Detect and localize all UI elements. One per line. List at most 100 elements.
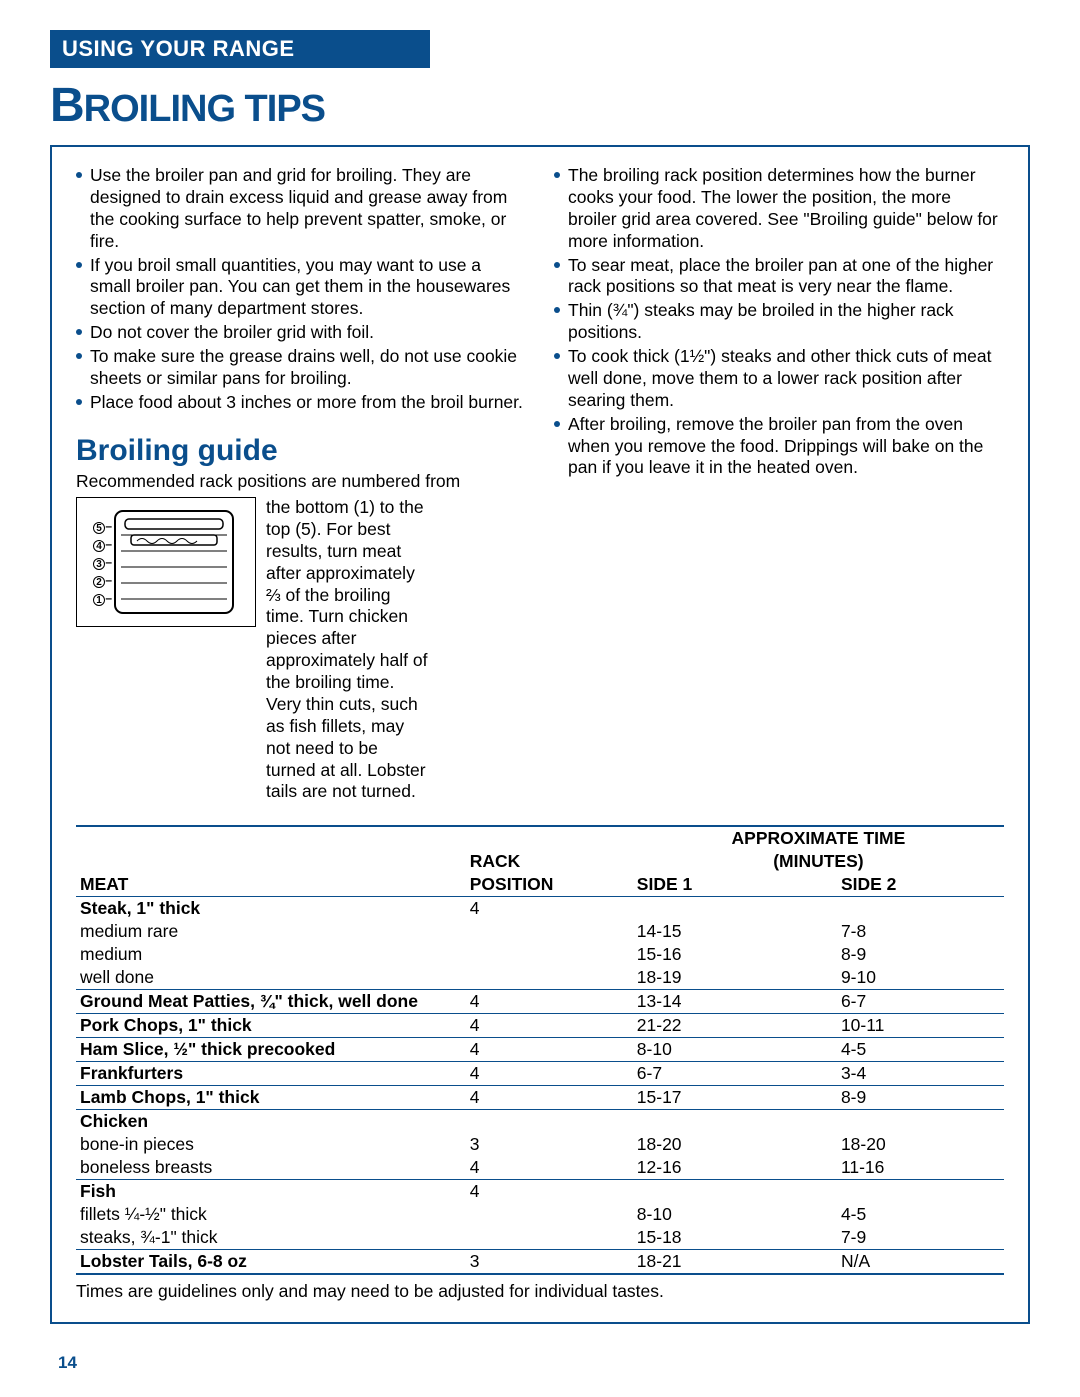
cell-rack <box>466 920 633 943</box>
cell-rack: 4 <box>466 1156 633 1180</box>
rack-label-2: 2 <box>93 576 105 588</box>
cell-meat: Ground Meat Patties, ¾" thick, well done <box>76 990 466 1014</box>
cell-side2 <box>837 897 1004 921</box>
guide-body-text: the bottom (1) to the top (5). For best … <box>266 497 431 803</box>
th-rack: RACK <box>466 850 633 873</box>
cell-side2: 3-4 <box>837 1062 1004 1086</box>
cell-side2: 4-5 <box>837 1203 1004 1226</box>
cell-meat: Frankfurters <box>76 1062 466 1086</box>
cell-rack <box>466 1110 633 1134</box>
table-row: bone-in pieces318-2018-20 <box>76 1133 1004 1156</box>
table-row: fillets ¼-½" thick 8-104-5 <box>76 1203 1004 1226</box>
cell-meat: steaks, ¾-1" thick <box>76 1226 466 1250</box>
tip-item: Thin (¾") steaks may be broiled in the h… <box>554 300 1004 344</box>
cell-rack: 4 <box>466 1014 633 1038</box>
page-title: BROILING TIPS <box>50 78 1030 133</box>
table-row: Lobster Tails, 6-8 oz318-21N/A <box>76 1250 1004 1275</box>
table-row: Steak, 1" thick4 <box>76 897 1004 921</box>
cell-side2: 10-11 <box>837 1014 1004 1038</box>
cell-meat: Steak, 1" thick <box>76 897 466 921</box>
cell-side1: 8-10 <box>633 1038 837 1062</box>
cell-rack <box>466 1203 633 1226</box>
rack-label-3: 3 <box>93 558 105 570</box>
cell-meat: Pork Chops, 1" thick <box>76 1014 466 1038</box>
cell-rack: 3 <box>466 1133 633 1156</box>
table-row: Frankfurters46-73-4 <box>76 1062 1004 1086</box>
cell-side2: 4-5 <box>837 1038 1004 1062</box>
cell-side2: 18-20 <box>837 1133 1004 1156</box>
cell-side2: 6-7 <box>837 990 1004 1014</box>
tip-item: The broiling rack position determines ho… <box>554 165 1004 253</box>
cell-rack: 4 <box>466 1062 633 1086</box>
broiling-guide-heading: Broiling guide <box>76 432 526 470</box>
tip-item: To make sure the grease drains well, do … <box>76 346 526 390</box>
cell-side2: N/A <box>837 1250 1004 1275</box>
rack-labels: 54321 <box>93 518 105 606</box>
cell-side1 <box>633 1180 837 1204</box>
cell-meat: medium <box>76 943 466 966</box>
section-tag: USING YOUR RANGE <box>50 30 430 68</box>
cell-side1: 18-19 <box>633 966 837 990</box>
cell-side2: 9-10 <box>837 966 1004 990</box>
cell-side1: 12-16 <box>633 1156 837 1180</box>
cell-meat: bone-in pieces <box>76 1133 466 1156</box>
cell-meat: Fish <box>76 1180 466 1204</box>
tip-item: To cook thick (1½") steaks and other thi… <box>554 346 1004 412</box>
cell-meat: medium rare <box>76 920 466 943</box>
tip-item: Use the broiler pan and grid for broilin… <box>76 165 526 253</box>
cell-side1: 21-22 <box>633 1014 837 1038</box>
cell-side2: 8-9 <box>837 943 1004 966</box>
rack-label-1: 1 <box>93 594 105 606</box>
cell-meat: Lamb Chops, 1" thick <box>76 1086 466 1110</box>
table-row: well done 18-199-10 <box>76 966 1004 990</box>
tip-item: Place food about 3 inches or more from t… <box>76 392 526 414</box>
cell-side1: 15-17 <box>633 1086 837 1110</box>
title-first-letter: B <box>50 79 84 132</box>
cell-side1: 13-14 <box>633 990 837 1014</box>
table-row: steaks, ¾-1" thick 15-187-9 <box>76 1226 1004 1250</box>
table-row: Lamb Chops, 1" thick415-178-9 <box>76 1086 1004 1110</box>
cell-rack <box>466 966 633 990</box>
cell-side1: 18-21 <box>633 1250 837 1275</box>
th-minutes: (MINUTES) <box>633 850 1004 873</box>
cell-side2 <box>837 1110 1004 1134</box>
cell-rack: 4 <box>466 1180 633 1204</box>
page-number: 14 <box>58 1353 77 1373</box>
table-row: Ground Meat Patties, ¾" thick, well done… <box>76 990 1004 1014</box>
cell-side1: 8-10 <box>633 1203 837 1226</box>
cell-side1 <box>633 1110 837 1134</box>
tips-right-list: The broiling rack position determines ho… <box>554 165 1004 479</box>
cell-meat: Chicken <box>76 1110 466 1134</box>
cell-side2: 11-16 <box>837 1156 1004 1180</box>
table-row: Fish4 <box>76 1180 1004 1204</box>
table-row: medium 15-168-9 <box>76 943 1004 966</box>
broiling-table: APPROXIMATE TIME RACK (MINUTES) MEAT POS… <box>76 825 1004 1275</box>
cell-side1: 15-16 <box>633 943 837 966</box>
cell-rack <box>466 1226 633 1250</box>
table-row: boneless breasts412-1611-16 <box>76 1156 1004 1180</box>
cell-meat: well done <box>76 966 466 990</box>
content-box: Use the broiler pan and grid for broilin… <box>50 145 1030 1324</box>
cell-meat: boneless breasts <box>76 1156 466 1180</box>
table-row: Ham Slice, ½" thick precooked48-104-5 <box>76 1038 1004 1062</box>
cell-side1: 18-20 <box>633 1133 837 1156</box>
cell-side2: 7-9 <box>837 1226 1004 1250</box>
rack-label-5: 5 <box>93 522 105 534</box>
cell-side1: 14-15 <box>633 920 837 943</box>
th-meat: MEAT <box>76 873 466 897</box>
table-row: medium rare 14-157-8 <box>76 920 1004 943</box>
cell-rack: 3 <box>466 1250 633 1275</box>
cell-rack: 4 <box>466 990 633 1014</box>
cell-side1: 6-7 <box>633 1062 837 1086</box>
cell-rack: 4 <box>466 897 633 921</box>
cell-rack: 4 <box>466 1038 633 1062</box>
cell-rack: 4 <box>466 1086 633 1110</box>
table-row: Chicken <box>76 1110 1004 1134</box>
cell-side2: 7-8 <box>837 920 1004 943</box>
cell-meat: Lobster Tails, 6-8 oz <box>76 1250 466 1275</box>
cell-meat: fillets ¼-½" thick <box>76 1203 466 1226</box>
title-rest: ROILING TIPS <box>84 88 325 130</box>
cell-side1: 15-18 <box>633 1226 837 1250</box>
tip-item: After broiling, remove the broiler pan f… <box>554 414 1004 480</box>
tips-left-list: Use the broiler pan and grid for broilin… <box>76 165 526 414</box>
